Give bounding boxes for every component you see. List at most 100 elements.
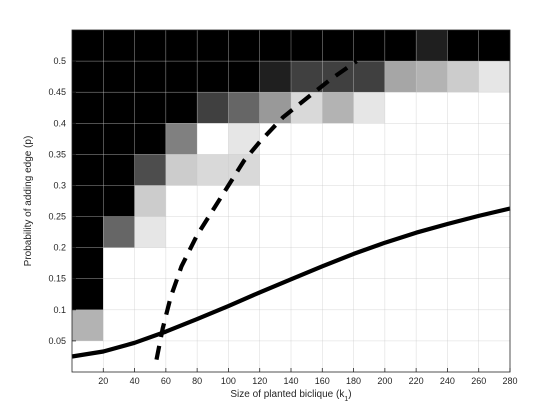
x-axis-title-end: )	[348, 389, 351, 400]
heatmap-cell	[353, 123, 385, 155]
solid-series-line	[71, 206, 511, 359]
heatmap-cell	[103, 185, 135, 217]
x-tick-label: 40	[130, 376, 140, 386]
heatmap-cell	[259, 185, 291, 217]
heatmap-cell	[478, 123, 510, 155]
heatmap-cell	[259, 61, 291, 93]
heatmap-cell	[197, 123, 229, 155]
heatmap-cell	[322, 309, 354, 341]
y-tick-label: 0.1	[53, 305, 66, 315]
heatmap-cell	[291, 185, 323, 217]
x-tick-label: 200	[377, 376, 392, 386]
heatmap-cell	[165, 123, 198, 155]
heatmap-cell	[228, 340, 260, 372]
heatmap-cell	[259, 92, 291, 124]
y-tick-label: 0.15	[48, 274, 66, 284]
heatmap-cell	[353, 278, 385, 310]
x-tick-label: 120	[252, 376, 267, 386]
y-tick-label: 0.45	[48, 87, 66, 97]
heatmap-cell	[416, 92, 448, 124]
heatmap-cell	[72, 185, 104, 217]
heatmap-cell	[134, 247, 166, 279]
x-tick-label: 20	[98, 376, 108, 386]
heatmap-cell	[197, 278, 229, 310]
heatmap-cell	[291, 278, 323, 310]
x-axis-title-main: Size of planted biclique (k	[230, 389, 345, 400]
heatmap-cell	[197, 92, 229, 124]
heatmap-cell	[384, 247, 417, 279]
heatmap-cell	[353, 309, 385, 341]
heatmap-cell	[478, 30, 510, 62]
heatmap-cell	[416, 30, 448, 62]
heatmap-cell	[478, 61, 510, 93]
heatmap-cell	[228, 216, 260, 248]
heatmap-cell	[416, 61, 448, 93]
heatmap-cell	[72, 30, 104, 62]
heatmap-cells	[72, 30, 510, 372]
heatmap-cell	[291, 340, 323, 372]
y-tick-label: 0.25	[48, 212, 66, 222]
heatmap-cell	[447, 278, 479, 310]
heatmap-cell	[478, 154, 510, 186]
heatmap-cell	[134, 92, 166, 124]
heatmap-cell	[384, 309, 417, 341]
heatmap-cell	[259, 216, 291, 248]
heatmap-cell	[103, 30, 135, 62]
heatmap-cell	[384, 340, 417, 372]
heatmap-cell	[103, 309, 135, 341]
heatmap-cell	[291, 154, 323, 186]
y-axis-ticks: 0.05 0.1 0.15 0.2 0.25 0.3 0.35 0.4 0.45 0.5	[48, 56, 76, 346]
heatmap-cell	[72, 61, 104, 93]
heatmap-cell	[416, 278, 448, 310]
x-tick-label: 260	[471, 376, 486, 386]
heatmap-cell	[322, 216, 354, 248]
heatmap-cell	[478, 340, 510, 372]
heatmap-cell	[228, 30, 260, 62]
x-tick-label: 240	[440, 376, 455, 386]
heatmap-cell	[447, 123, 479, 155]
heatmap-cell	[447, 92, 479, 124]
heatmap-cell	[72, 247, 104, 279]
heatmap-cell	[416, 123, 448, 155]
heatmap-cell	[165, 185, 198, 217]
heatmap-cell	[165, 30, 198, 62]
heatmap-cell	[259, 123, 291, 155]
x-tick-label: 60	[161, 376, 171, 386]
x-tick-label: 160	[315, 376, 330, 386]
heatmap-cell	[447, 154, 479, 186]
heatmap-cell	[134, 30, 166, 62]
x-axis-title-subscript: 1	[344, 396, 348, 403]
heatmap-cell	[197, 340, 229, 372]
heatmap-cell	[165, 340, 198, 372]
heatmap-cell	[72, 154, 104, 186]
heatmap-cell	[165, 278, 198, 310]
heatmap-cell	[72, 216, 104, 248]
heatmap-cell	[447, 340, 479, 372]
heatmap-cell	[416, 309, 448, 341]
x-tick-label: 220	[409, 376, 424, 386]
series-lines	[71, 59, 511, 361]
heatmap-cell	[72, 309, 104, 341]
heatmap-cell	[291, 61, 323, 93]
heatmap-cell	[322, 185, 354, 217]
heatmap-cell	[447, 30, 479, 62]
heatmap-cell	[103, 247, 135, 279]
heatmap-cell	[322, 30, 354, 62]
heatmap-cell	[384, 185, 417, 217]
heatmap-cell	[228, 185, 260, 217]
heatmap-cell	[103, 61, 135, 93]
heatmap-cell	[478, 278, 510, 310]
heatmap-cell	[134, 216, 166, 248]
heatmap-cell	[447, 185, 479, 217]
heatmap-cell	[72, 278, 104, 310]
y-tick-label: 0.2	[53, 243, 66, 253]
x-axis-ticks: 20 40 60 80 100 120 140 160 180 200 220 240 260 280	[98, 368, 518, 386]
heatmap-cell	[134, 154, 166, 186]
dashed-series-line	[154, 59, 358, 361]
x-axis-title: Size of planted biclique (k1)	[230, 389, 351, 403]
heatmap-cell	[72, 92, 104, 124]
heatmap-cell	[134, 123, 166, 155]
x-tick-label: 180	[346, 376, 361, 386]
heatmap-cell	[103, 92, 135, 124]
heatmap-cell	[165, 92, 198, 124]
